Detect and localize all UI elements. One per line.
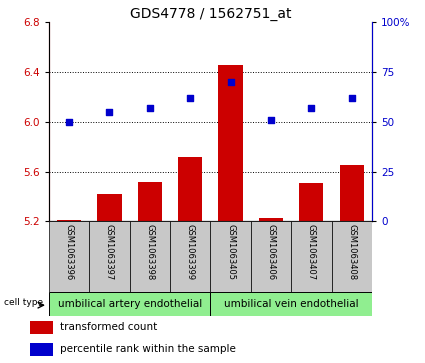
Bar [332,221,372,292]
Text: transformed count: transformed count [60,322,157,332]
Bar [170,221,210,292]
Point [348,95,355,101]
Bar [57,220,81,221]
Bar [210,221,251,292]
Text: umbilical artery endothelial: umbilical artery endothelial [57,299,202,309]
Bar [210,292,372,316]
Bar [138,182,162,221]
Text: GSM1063408: GSM1063408 [347,224,356,280]
Bar [30,321,53,334]
Bar [251,221,291,292]
Text: percentile rank within the sample: percentile rank within the sample [60,344,235,354]
Bar [178,156,202,221]
Text: GSM1063407: GSM1063407 [307,224,316,280]
Bar [340,165,364,221]
Text: cell type: cell type [4,298,43,307]
Bar [30,343,53,356]
Bar [89,221,130,292]
Title: GDS4778 / 1562751_at: GDS4778 / 1562751_at [130,7,291,21]
Bar [49,221,89,292]
Point [267,117,274,123]
Text: GSM1063399: GSM1063399 [186,224,195,280]
Text: GSM1063405: GSM1063405 [226,224,235,280]
Text: GSM1063398: GSM1063398 [145,224,154,280]
Text: umbilical vein endothelial: umbilical vein endothelial [224,299,358,309]
Point [106,109,113,115]
Point [227,79,234,85]
Point [187,95,193,101]
Point [65,119,72,125]
Bar [291,221,332,292]
Bar [259,218,283,221]
Text: GSM1063406: GSM1063406 [266,224,275,280]
Point [146,105,153,110]
Bar [97,194,122,221]
Text: GSM1063396: GSM1063396 [65,224,74,280]
Bar [299,183,323,221]
Text: GSM1063397: GSM1063397 [105,224,114,280]
Bar [49,292,210,316]
Bar [130,221,170,292]
Bar [218,65,243,221]
Point [308,105,314,110]
